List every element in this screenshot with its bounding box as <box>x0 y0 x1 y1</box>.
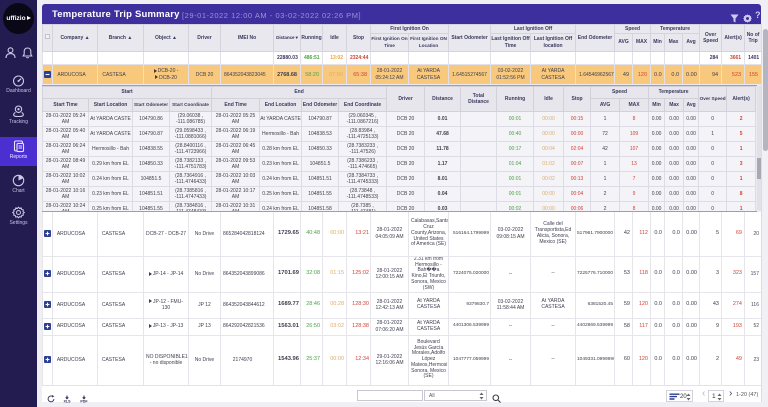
svg-text:XLS: XLS <box>64 400 72 403</box>
svg-text:PDF: PDF <box>80 400 88 403</box>
